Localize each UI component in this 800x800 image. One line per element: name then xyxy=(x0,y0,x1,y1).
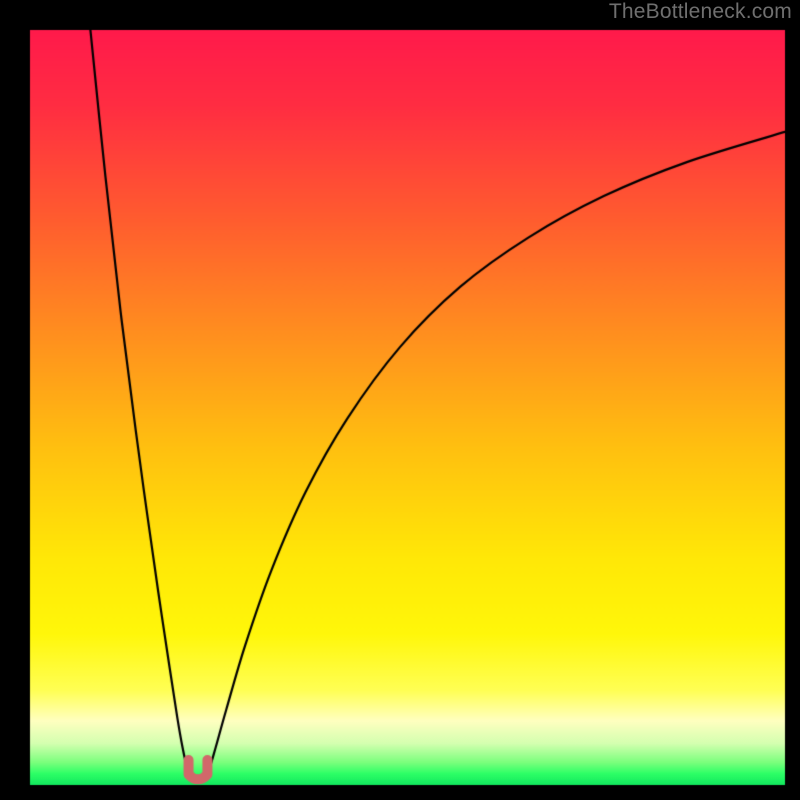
bottleneck-chart-canvas xyxy=(0,0,800,800)
chart-stage: TheBottleneck.com xyxy=(0,0,800,800)
